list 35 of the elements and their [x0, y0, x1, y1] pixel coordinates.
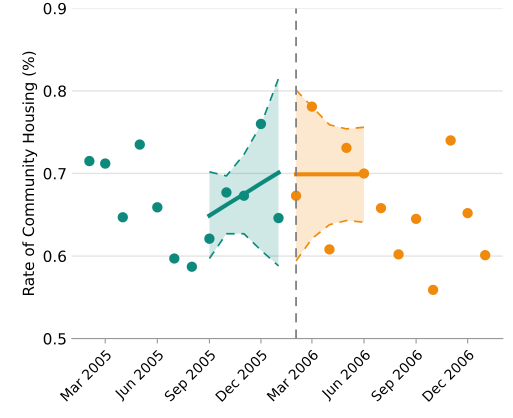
point: [324, 244, 335, 255]
point: [428, 284, 438, 296]
y-tick-label: 0.6: [44, 250, 66, 262]
y-tick-label: 0.9: [44, 2, 66, 14]
y-tick-label: 0.8: [44, 85, 66, 97]
y-tick-label: 0.5: [44, 333, 66, 345]
point: [238, 190, 250, 201]
point: [221, 187, 232, 198]
point: [480, 250, 490, 260]
point: [358, 168, 370, 179]
y-axis-title: Rate of Community Housing (%): [22, 52, 38, 296]
point: [186, 262, 198, 272]
point: [290, 190, 302, 201]
line-series: [207, 170, 281, 218]
point: [376, 202, 386, 214]
point: [256, 118, 266, 130]
point: [204, 234, 215, 244]
point: [410, 214, 422, 224]
point: [169, 253, 180, 264]
point: [341, 142, 352, 154]
point: [462, 208, 473, 218]
point: [100, 158, 110, 169]
point: [84, 156, 95, 166]
point: [152, 202, 162, 212]
y-tick-label: 0.7: [44, 168, 66, 180]
point: [134, 139, 145, 150]
point: [273, 212, 284, 224]
line-series: [208, 78, 280, 177]
point: [445, 135, 456, 146]
point: [118, 212, 128, 222]
line-series: [295, 89, 365, 130]
line-series: [208, 232, 280, 267]
point: [393, 249, 404, 260]
line-series: [295, 220, 365, 262]
point: [306, 101, 318, 112]
